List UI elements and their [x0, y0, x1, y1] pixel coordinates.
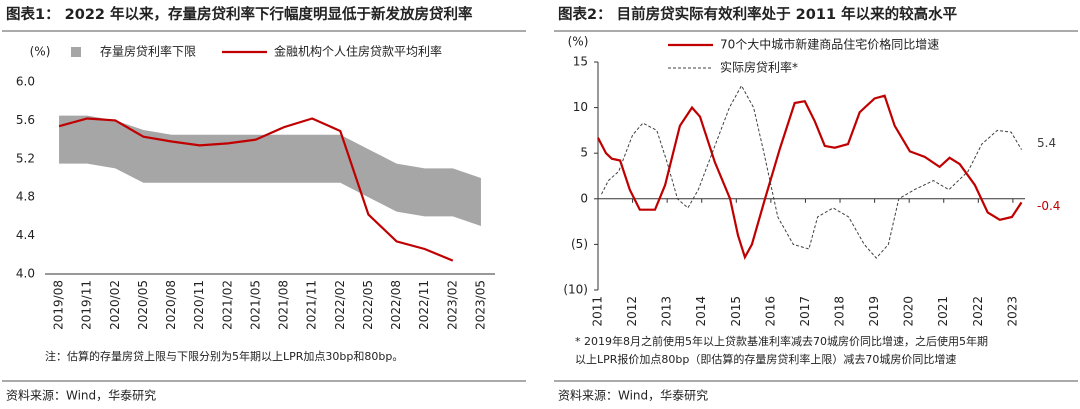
range-area [59, 115, 481, 226]
y-tick-label: 4.0 [16, 267, 35, 281]
x-tick-label: 2011 [591, 296, 605, 327]
x-tick-label: 2019 [867, 296, 881, 327]
legend-swatch [71, 47, 81, 57]
y-tick-label: 5.2 [16, 151, 35, 165]
x-tick-label: 2020/08 [164, 280, 178, 330]
unit-label: (%) [30, 45, 51, 59]
x-tick-label: 2012 [625, 296, 639, 327]
legend-label: 70个大中城市新建商品住宅价格同比增速 [720, 37, 939, 52]
x-tick-label: 2021/02 [220, 280, 234, 330]
x-tick-label: 2022/11 [417, 280, 431, 330]
chart-title: 图表1： 2022 年以来，存量房贷利率下行幅度明显低于新发放房贷利率 [6, 5, 473, 23]
y-tick-label: 15 [573, 55, 588, 69]
x-tick-label: 2021/08 [277, 280, 291, 330]
source: 资料来源：Wind，华泰研究 [558, 388, 708, 403]
legend-label: 存量房贷利率下限 [100, 44, 196, 59]
y-tick-label: (10) [563, 283, 588, 297]
x-tick-label: 2021 [936, 296, 950, 327]
source: 资料来源：Wind，华泰研究 [6, 388, 156, 403]
x-tick-label: 2022/05 [361, 280, 375, 330]
y-tick-label: 4.4 [16, 228, 35, 242]
note: 以上LPR报价加点80bp（即估算的存量房贷利率上限）减去70城房价同比增速 [575, 352, 956, 366]
x-tick-label: 2016 [763, 296, 777, 327]
series-line [58, 117, 454, 262]
y-tick-label: 0 [580, 191, 588, 205]
x-tick-label: 2022/08 [389, 280, 403, 330]
y-tick-label: 6.0 [16, 75, 35, 89]
x-tick-label: 2019/08 [52, 280, 66, 330]
y-tick-label: (5) [571, 237, 588, 251]
x-tick-label: 2015 [729, 296, 743, 327]
x-tick-label: 2014 [694, 296, 708, 327]
y-tick-label: 4.8 [16, 190, 35, 204]
x-tick-label: 2020/11 [192, 280, 206, 330]
x-tick-label: 2021/05 [248, 280, 262, 330]
legend-label: 实际房贷利率* [720, 60, 798, 75]
end-label: -0.4 [1037, 199, 1060, 213]
y-tick-label: 5 [580, 146, 588, 160]
x-tick-label: 2018 [833, 296, 847, 327]
chart-title: 图表2： 目前房贷实际有效利率处于 2011 年以来的较高水平 [558, 5, 958, 23]
x-tick-label: 2013 [660, 296, 674, 327]
unit-label: (%) [568, 35, 589, 49]
x-tick-label: 2019/11 [80, 280, 94, 330]
x-tick-label: 2022/02 [333, 280, 347, 330]
series-line [601, 84, 1022, 259]
note: 注：估算的存量房贷上限与下限分别为5年期以上LPR加点30bp和80bp。 [45, 349, 403, 363]
x-tick-label: 2023/02 [445, 280, 459, 330]
y-tick-label: 5.6 [16, 113, 35, 127]
series-line [597, 94, 1023, 260]
x-tick-label: 2021/11 [305, 280, 319, 330]
note: * 2019年8月之前使用5年以上贷款基准利率减去70城房价同比增速，之后使用5… [575, 334, 988, 348]
x-tick-label: 2023 [1005, 296, 1019, 327]
x-tick-label: 2020 [902, 296, 916, 327]
x-tick-label: 2022 [971, 296, 985, 327]
x-tick-label: 2023/05 [473, 280, 487, 330]
end-label: 5.4 [1037, 136, 1056, 150]
x-tick-label: 2017 [798, 296, 812, 327]
x-tick-label: 2020/05 [136, 280, 150, 330]
x-tick-label: 2020/02 [108, 280, 122, 330]
legend-label: 金融机构个人住房贷款平均利率 [274, 44, 442, 59]
y-tick-label: 10 [573, 100, 588, 114]
